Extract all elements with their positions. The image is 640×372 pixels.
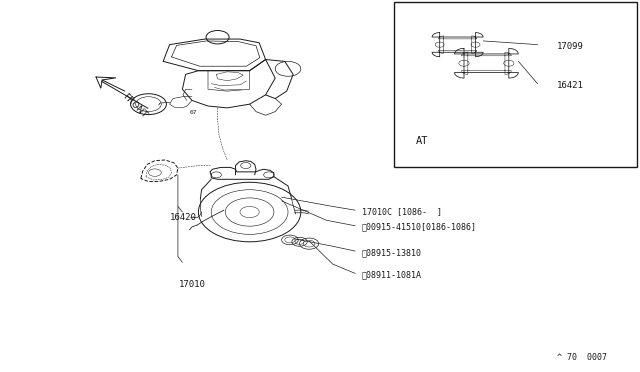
- Text: Ⓦ00915-41510[0186-1086]: Ⓦ00915-41510[0186-1086]: [362, 222, 477, 231]
- Text: FRONT: FRONT: [120, 92, 148, 120]
- Text: 16421: 16421: [557, 81, 584, 90]
- Text: 67: 67: [189, 110, 197, 115]
- Text: 16420: 16420: [170, 213, 196, 222]
- Text: 17010C [1086-  ]: 17010C [1086- ]: [362, 208, 442, 217]
- Text: ^ 70  0007: ^ 70 0007: [557, 353, 607, 362]
- Text: ⓝ08911-1081A: ⓝ08911-1081A: [362, 271, 422, 280]
- Text: AT: AT: [416, 137, 429, 146]
- Text: 17099: 17099: [557, 42, 584, 51]
- Text: Ⓦ08915-13810: Ⓦ08915-13810: [362, 248, 422, 257]
- Text: 17010: 17010: [179, 280, 206, 289]
- Bar: [394, 2, 637, 167]
